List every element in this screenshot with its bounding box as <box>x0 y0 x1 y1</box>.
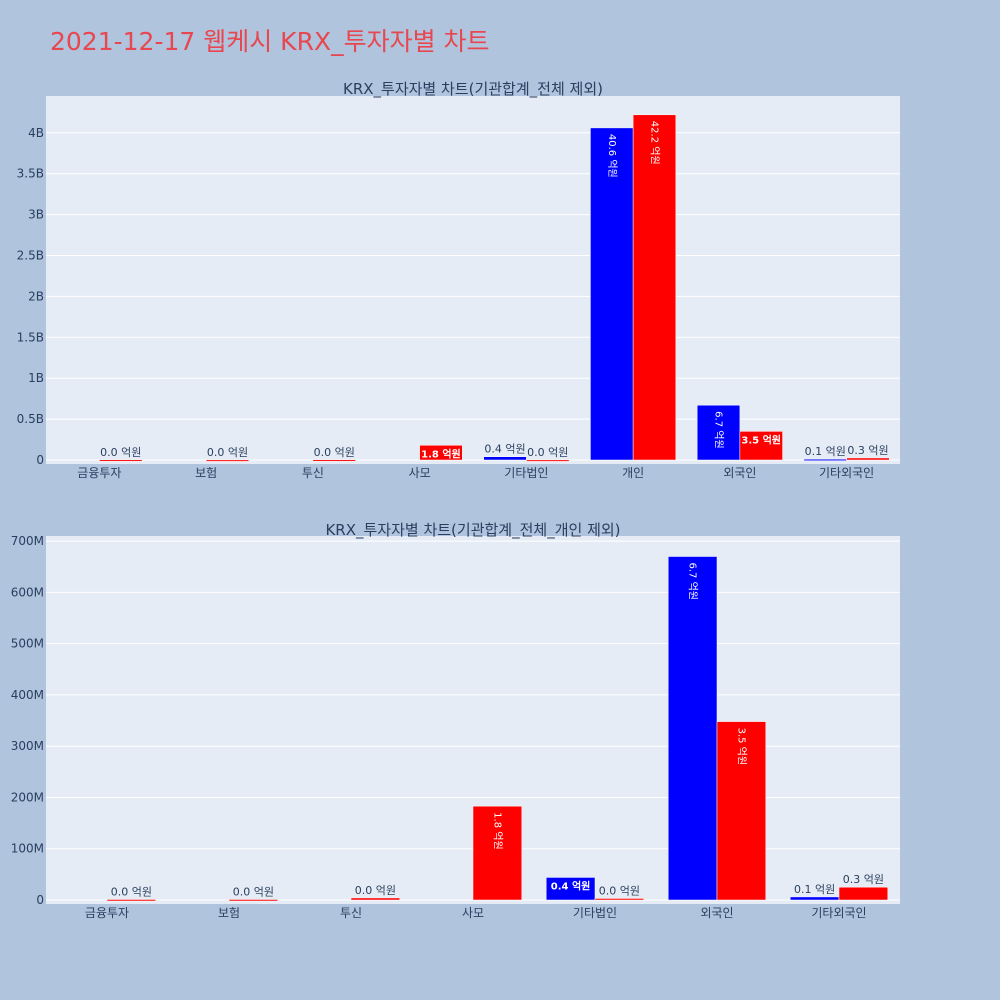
bar-label: 0.0 억원 <box>100 446 141 459</box>
bar-label: 0.0 억원 <box>111 885 152 898</box>
bar <box>526 459 570 462</box>
y-tick-label: 2B <box>28 289 44 303</box>
bar <box>483 456 527 461</box>
bar-label: 3.5 억원 <box>741 433 781 446</box>
bar-label: 0.4 억원 <box>484 443 525 456</box>
bar-label: 0.0 억원 <box>233 885 274 898</box>
bar-label: 40.6 억원 <box>606 134 618 178</box>
bar <box>667 556 718 901</box>
x-tick-label: 보험 <box>218 906 240 920</box>
y-tick-label: 3.5B <box>17 167 44 181</box>
y-tick-label: 600M <box>11 585 44 599</box>
bar-label: 0.1 억원 <box>794 883 835 896</box>
x-tick-label: 기타법인 <box>504 466 548 480</box>
y-tick-label: 700M <box>11 534 44 548</box>
x-tick-label: 금융투자 <box>85 906 129 920</box>
bar <box>846 457 890 461</box>
bar-label: 0.3 억원 <box>843 873 884 886</box>
x-tick-label: 사모 <box>462 906 484 920</box>
x-tick-label: 사모 <box>409 466 431 480</box>
bar <box>312 459 356 462</box>
bar-label: 0.3 억원 <box>847 444 888 457</box>
bar-label: 0.0 억원 <box>355 884 396 897</box>
bar-label: 0.0 억원 <box>314 446 355 459</box>
bar-label: 3.5 억원 <box>735 728 747 765</box>
bar-label: 6.7 억원 <box>713 411 725 448</box>
bar <box>350 897 401 901</box>
bar <box>632 114 677 461</box>
bar <box>716 721 767 901</box>
bar-label: 1.8 억원 <box>421 447 461 460</box>
bar <box>545 877 596 901</box>
bar-label: 0.0 억원 <box>207 446 248 459</box>
chart-title: KRX_투자자별 차트(기관합계_전체_개인 제외) <box>325 521 620 540</box>
y-tick-label: 4B <box>28 126 44 140</box>
x-tick-label: 기타법인 <box>573 906 617 920</box>
bar <box>99 459 143 462</box>
x-tick-label: 외국인 <box>700 906 733 920</box>
x-tick-label: 외국인 <box>723 466 756 480</box>
chart-bottom: 0 100M 200M 300M 400M 500M 600M 700M KRX_투자자별 차트… <box>11 521 900 920</box>
x-tick-label: 기타외국인 <box>811 906 866 920</box>
bar-label: 1.8 억원 <box>491 812 503 849</box>
bar-label: 6.7 억원 <box>687 563 699 600</box>
y-tick-label: 400M <box>11 688 44 702</box>
bar <box>803 458 847 461</box>
plot-area <box>46 96 900 464</box>
x-tick-label: 보험 <box>195 466 217 480</box>
y-tick-label: 0 <box>36 453 44 467</box>
x-tick-label: 기타외국인 <box>819 466 874 480</box>
bar <box>838 886 889 901</box>
y-tick-label: 3B <box>28 208 44 222</box>
x-tick-label: 투신 <box>302 466 324 480</box>
y-tick-label: 500M <box>11 637 44 651</box>
chart-title: KRX_투자자별 차트(기관합계_전체 제외) <box>343 80 603 99</box>
y-tick-label: 1.5B <box>17 330 44 344</box>
y-tick-label: 0 <box>36 893 44 907</box>
bar-label: 0.4 억원 <box>551 879 591 892</box>
bar <box>472 805 523 901</box>
x-tick-label: 투신 <box>340 906 362 920</box>
bar <box>590 127 634 461</box>
y-tick-label: 0.5B <box>17 412 44 426</box>
y-tick-label: 100M <box>11 842 44 856</box>
bar-label: 0.0 억원 <box>527 446 568 459</box>
bar <box>228 899 279 902</box>
bar <box>205 459 250 462</box>
y-tick-label: 200M <box>11 790 44 804</box>
bar <box>106 899 157 902</box>
x-tick-label: 개인 <box>622 466 644 480</box>
bar <box>789 896 840 901</box>
y-tick-label: 2.5B <box>17 249 44 263</box>
y-tick-label: 1B <box>28 371 44 385</box>
bar <box>594 898 645 901</box>
bar <box>739 431 783 461</box>
bar <box>419 445 463 461</box>
bar-label: 0.0 억원 <box>599 884 640 897</box>
page-title: 2021-12-17 웹케시 KRX_투자자별 차트 <box>50 27 490 56</box>
y-tick-label: 300M <box>11 739 44 753</box>
bar-label: 0.1 억원 <box>805 445 846 458</box>
chart-top: 0 0.5B 1B 1.5B 2B 2.5B 3B 3.5B 4B KRX_투자자별 차트(기관합… <box>17 80 900 480</box>
bar <box>696 404 741 461</box>
x-tick-label: 금융투자 <box>77 466 121 480</box>
bar-label: 42.2 억원 <box>648 121 660 165</box>
